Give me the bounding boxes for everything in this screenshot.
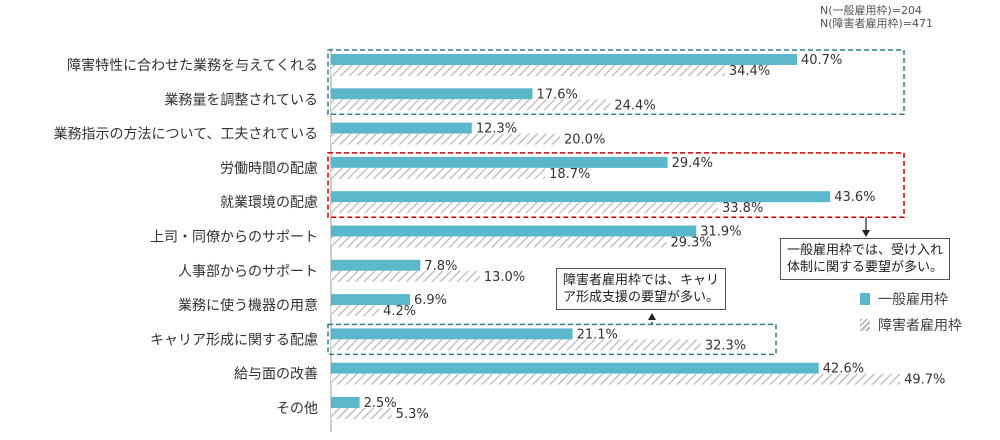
data-label-general: 40.7% <box>801 53 842 68</box>
legend-label-general: 一般雇用枠 <box>878 292 948 308</box>
bar-disability <box>331 99 611 111</box>
data-label-disability: 18.7% <box>549 167 590 182</box>
sample-size-general: N(一般雇用枠)=204 <box>820 4 923 17</box>
bar-disability <box>331 167 546 179</box>
category-label: その他 <box>276 401 318 417</box>
data-label-general: 12.3% <box>476 122 517 137</box>
bar-disability <box>331 133 560 145</box>
data-label-disability: 4.2% <box>383 304 416 319</box>
category-label: 人事部からのサポート <box>178 264 318 280</box>
highlight-frame-red <box>327 152 905 218</box>
bar-disability <box>331 408 392 419</box>
data-label-general: 17.6% <box>537 87 578 102</box>
bar-general <box>331 54 798 65</box>
data-label-disability: 32.3% <box>705 338 746 353</box>
data-label-disability: 5.3% <box>396 407 429 422</box>
data-label-disability: 29.3% <box>670 236 711 251</box>
bar-general <box>331 156 668 168</box>
bar-general <box>331 225 697 237</box>
category-label: 障害特性に合わせた業務を与えてくれる <box>67 58 318 74</box>
data-label-general: 42.6% <box>823 362 864 377</box>
bar-disability <box>331 202 719 214</box>
arrow-head-general <box>862 230 870 237</box>
data-label-general: 2.5% <box>364 396 397 411</box>
highlight-frame-top <box>327 49 905 116</box>
bar-general <box>331 328 573 340</box>
category-label: 業務に使う機器の用意 <box>178 297 318 314</box>
legend: 一般雇用枠 障害者雇用枠 <box>860 286 962 338</box>
annotation-disability: 障害者雇用枠では、キャリ ア形成支援の要望が多い。 <box>556 268 727 310</box>
legend-item-disability: 障害者雇用枠 <box>860 312 962 338</box>
category-label: 業務量を調整されている <box>164 92 318 108</box>
category-label: 上司・同僚からのサポート <box>150 230 318 246</box>
data-label-general: 21.1% <box>577 327 618 342</box>
bar-disability <box>331 305 380 317</box>
data-label-general: 43.6% <box>834 190 875 205</box>
bar-general <box>331 191 831 203</box>
legend-label-disability: 障害者雇用枠 <box>878 318 962 334</box>
bar-general <box>331 259 421 271</box>
annotation-general-line2: 体制に関する要望が多い。 <box>787 260 944 275</box>
data-label-disability: 20.0% <box>564 133 605 148</box>
bar-general <box>331 294 411 306</box>
data-label-disability: 13.0% <box>484 270 525 285</box>
bar-disability <box>331 65 725 76</box>
annotation-general-line1: 一般雇用枠では、受け入れ <box>787 243 944 258</box>
bar-general <box>331 362 819 374</box>
bar-general <box>331 88 533 100</box>
annotation-general: 一般雇用枠では、受け入れ 体制に関する要望が多い。 <box>780 238 951 280</box>
annotation-disability-line2: ア形成支援の要望が多い。 <box>563 290 720 305</box>
bar-disability <box>331 236 667 248</box>
bar-disability <box>331 339 701 351</box>
category-label: 給与面の改善 <box>234 367 318 383</box>
data-label-general: 29.4% <box>672 156 713 171</box>
data-label-general: 31.9% <box>700 225 741 240</box>
legend-item-general: 一般雇用枠 <box>860 286 962 312</box>
bar-general <box>331 397 360 408</box>
annotation-disability-line1: 障害者雇用枠では、キャリ <box>563 273 720 288</box>
category-label: 業務指示の方法について、工夫されている <box>54 127 318 143</box>
highlight-frame-career <box>327 323 777 356</box>
data-label-general: 6.9% <box>414 293 447 308</box>
data-label-disability: 33.8% <box>722 201 763 216</box>
data-label-disability: 24.4% <box>614 98 655 113</box>
bar-general <box>331 122 472 134</box>
category-label: キャリア形成に関する配慮 <box>150 332 318 348</box>
legend-swatch-disability <box>860 319 870 331</box>
bar-disability <box>331 373 901 385</box>
category-label: 労働時間の配慮 <box>220 161 318 177</box>
data-label-disability: 49.7% <box>904 373 945 388</box>
category-label: 就業環境の配慮 <box>220 195 318 211</box>
data-label-general: 7.8% <box>424 259 457 274</box>
bar-disability <box>331 270 480 282</box>
sample-size-note: N(一般雇用枠)=204 N(障害者雇用枠)=471 <box>820 4 933 30</box>
legend-swatch-general <box>860 293 870 305</box>
data-label-disability: 34.4% <box>729 64 770 79</box>
sample-size-disability: N(障害者雇用枠)=471 <box>820 17 934 30</box>
arrow-head-disability <box>648 313 656 320</box>
